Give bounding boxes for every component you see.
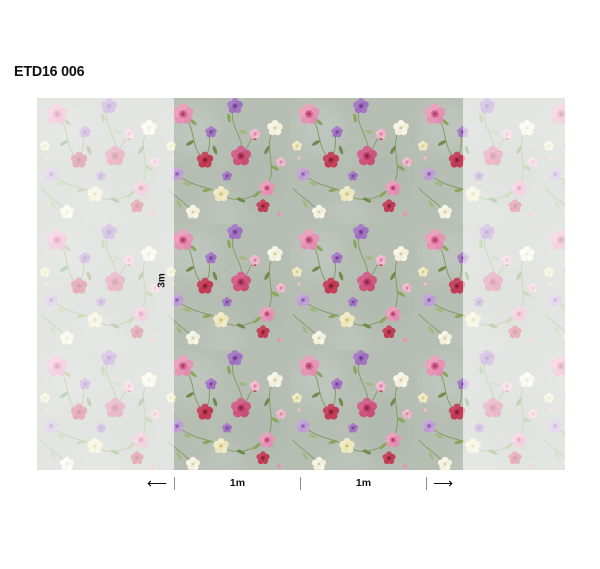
width-segment-label: 1m [229,477,246,489]
extend-right-arrow-icon: ⟶ [432,475,454,491]
wallpaper-preview [37,98,565,470]
product-code: ETD16 006 [14,63,85,80]
floral-pattern-image [37,98,565,470]
width-segment-label: 1m [355,477,372,489]
height-dimension-label: 3m [156,273,168,288]
extend-left-arrow-icon: ⟵ [146,475,168,491]
ruler-tick [300,477,301,490]
ruler-tick [174,477,175,490]
ruler-tick [426,477,427,490]
